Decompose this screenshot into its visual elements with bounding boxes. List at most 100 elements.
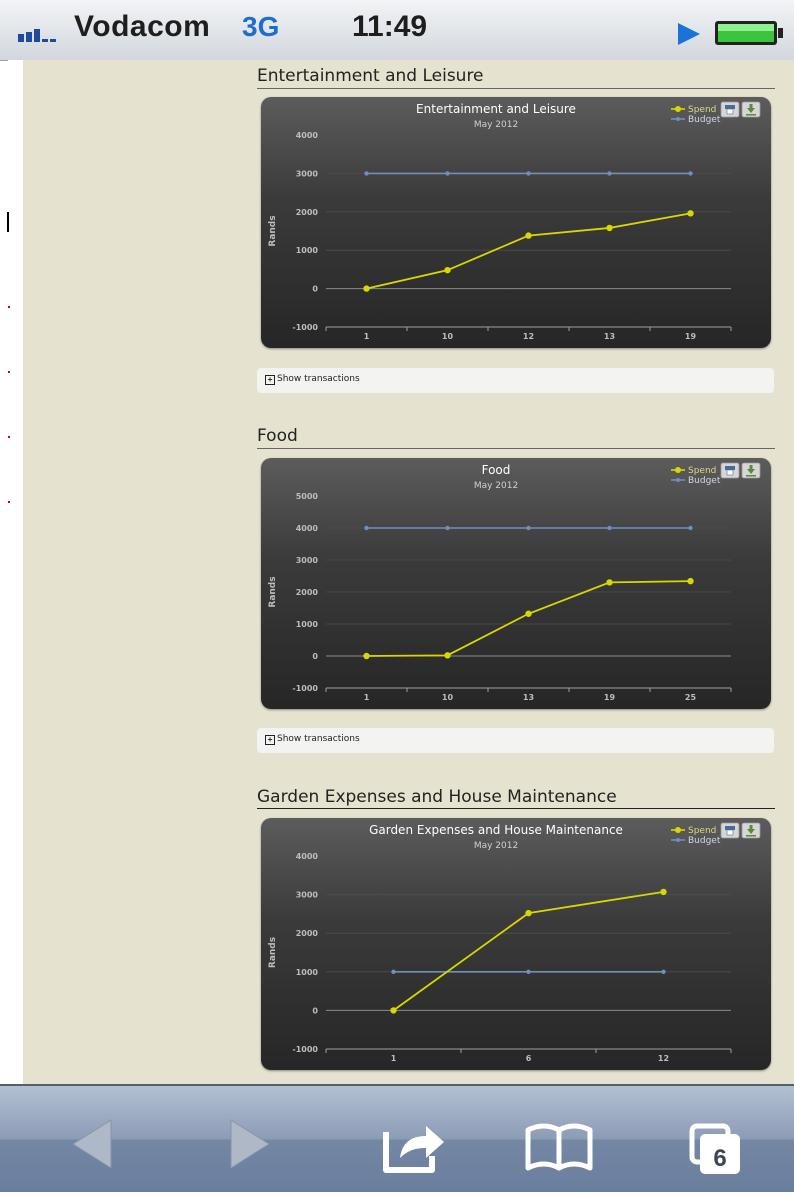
data-point-spend <box>525 610 532 617</box>
printer-icon <box>725 466 735 476</box>
x-tick-label: 19 <box>685 332 697 341</box>
chart-subtitle: May 2012 <box>474 841 518 851</box>
tabs-icon[interactable]: 6 <box>654 1086 774 1192</box>
data-point-spend <box>390 1007 397 1014</box>
legend-label: Spend <box>688 466 716 476</box>
data-point-budget <box>688 171 693 176</box>
show-transactions-toggle[interactable]: + Show transactions <box>257 728 774 753</box>
download-icon-tray <box>746 835 756 837</box>
legend-label: Budget <box>688 476 721 486</box>
edge-mark <box>8 371 10 373</box>
section-title: Entertainment and Leisure <box>257 66 484 86</box>
y-axis-label: Rands <box>268 215 278 246</box>
y-tick-label: 1000 <box>296 246 319 255</box>
section-divider <box>257 88 775 89</box>
data-point-budget <box>364 525 369 531</box>
chart-subtitle: May 2012 <box>474 120 518 130</box>
download-button[interactable] <box>741 101 761 118</box>
show-transactions-label[interactable]: Show transactions <box>277 374 360 384</box>
show-transactions-toggle[interactable]: + Show transactions <box>257 368 774 393</box>
download-icon-stem <box>749 825 753 829</box>
data-point-budget <box>526 525 531 531</box>
print-button[interactable] <box>720 462 740 479</box>
download-button[interactable] <box>741 822 761 839</box>
y-tick-label: 4000 <box>296 524 319 533</box>
chart-food: Food May 2012 -1000 0 1000 2000 3000 4000 5000 Ra… <box>261 458 771 709</box>
y-tick-label: 0 <box>312 1006 318 1015</box>
legend-label: Budget <box>688 115 721 125</box>
edge-mark <box>8 501 10 503</box>
status-bar: Vodacom 3G 11:49 <box>0 0 794 61</box>
line-chart: Food May 2012 -1000 0 1000 2000 3000 4000 5000 Ra… <box>268 462 761 702</box>
legend-marker <box>675 106 681 112</box>
legend-label: Budget <box>688 836 721 846</box>
data-point-budget <box>661 969 666 974</box>
download-icon-arrow <box>747 108 755 113</box>
browser-toolbar: 6 <box>0 1084 794 1192</box>
tab-count: 6 <box>713 1145 726 1172</box>
y-tick-label: 3000 <box>296 556 319 565</box>
legend-marker <box>675 827 681 833</box>
section-divider <box>257 808 775 809</box>
text-cursor <box>7 212 9 232</box>
y-axis-label: Rands <box>268 576 278 607</box>
printer-icon-paper <box>726 829 734 836</box>
x-tick-label: 25 <box>685 693 697 702</box>
data-point-budget <box>526 171 531 176</box>
data-point-budget <box>391 969 396 974</box>
back-arrow-icon[interactable] <box>45 1086 165 1192</box>
printer-icon-body <box>725 105 735 109</box>
share-icon[interactable] <box>350 1086 470 1192</box>
data-point-spend <box>606 224 613 232</box>
chart-subtitle: May 2012 <box>474 481 518 491</box>
data-point-budget <box>607 525 612 531</box>
x-tick-label: 12 <box>523 332 534 341</box>
printer-icon <box>725 105 735 115</box>
edge-mark <box>8 436 10 438</box>
print-button[interactable] <box>720 822 740 839</box>
section-title: Garden Expenses and House Maintenance <box>257 787 617 807</box>
data-point-budget <box>364 171 369 176</box>
y-tick-label: 2000 <box>296 588 319 597</box>
tabs-button[interactable]: 6 <box>654 1086 774 1192</box>
y-tick-label: 4000 <box>296 852 319 861</box>
clock: 11:49 <box>352 10 428 43</box>
data-point-budget <box>526 969 531 974</box>
bookmarks-icon[interactable] <box>500 1086 620 1192</box>
signal-strength-icon <box>18 29 56 42</box>
edge-mark <box>8 306 10 308</box>
download-icon <box>746 465 756 477</box>
y-tick-label: 1000 <box>296 968 319 977</box>
expand-icon[interactable]: + <box>265 735 275 745</box>
x-tick-label: 13 <box>604 332 615 341</box>
legend-marker <box>675 467 681 473</box>
y-tick-label: 3000 <box>296 169 319 178</box>
data-point-spend <box>363 652 370 660</box>
legend-marker <box>676 117 680 121</box>
legend-label: Spend <box>688 105 716 115</box>
chart-title: Entertainment and Leisure <box>416 102 576 116</box>
data-point-spend <box>687 577 694 585</box>
legend-marker <box>676 838 680 842</box>
printer-icon-paper <box>726 108 734 115</box>
y-tick-label: -1000 <box>292 684 318 693</box>
data-point-spend <box>363 285 370 292</box>
y-tick-label: 3000 <box>296 891 319 900</box>
x-tick-label: 10 <box>442 693 454 702</box>
y-tick-label: -1000 <box>292 1045 318 1054</box>
show-transactions-label[interactable]: Show transactions <box>277 734 360 744</box>
chart-title: Garden Expenses and House Maintenance <box>369 823 623 837</box>
y-axis-label: Rands <box>268 937 278 968</box>
y-tick-label: 2000 <box>296 929 319 938</box>
expand-icon[interactable]: + <box>265 375 275 385</box>
chart-garden: Garden Expenses and House Maintenance May… <box>261 818 771 1070</box>
download-button[interactable] <box>741 462 761 479</box>
print-button[interactable] <box>720 101 740 118</box>
legend-label: Spend <box>688 826 716 836</box>
battery-icon <box>715 21 783 45</box>
x-tick-label: 1 <box>364 693 370 702</box>
data-point-spend <box>444 266 451 274</box>
download-icon-tray <box>746 475 756 477</box>
x-tick-label: 13 <box>523 693 534 702</box>
forward-arrow-icon[interactable] <box>195 1086 315 1192</box>
